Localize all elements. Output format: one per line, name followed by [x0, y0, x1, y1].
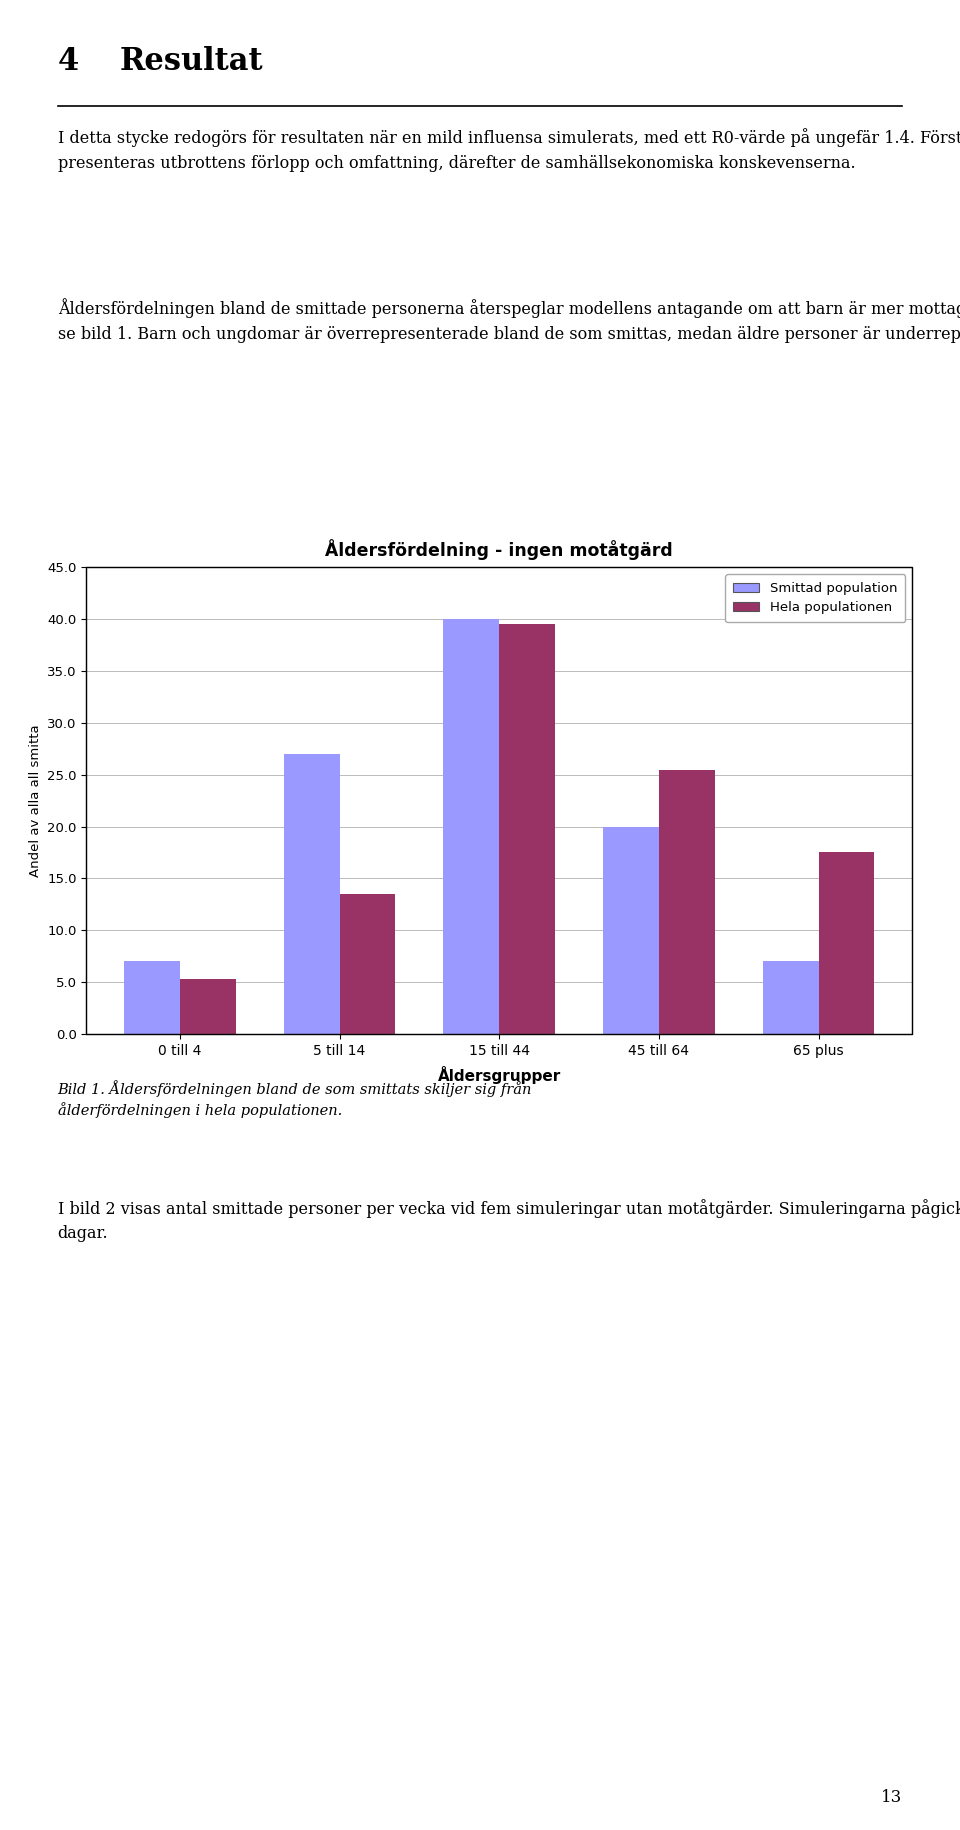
Title: Åldersfördelning - ingen motåtgärd: Åldersfördelning - ingen motåtgärd: [325, 540, 673, 560]
Text: I bild 2 visas antal smittade personer per vecka vid fem simuleringar utan motåt: I bild 2 visas antal smittade personer p…: [58, 1199, 960, 1243]
X-axis label: Åldersgrupper: Åldersgrupper: [438, 1067, 561, 1083]
Bar: [762, 961, 819, 1034]
Text: Åldersfördelningen bland de smittade personerna återspeglar modellens antagande : Åldersfördelningen bland de smittade per…: [58, 298, 960, 342]
Bar: [819, 853, 875, 1034]
Legend: Smittad population, Hela populationen: Smittad population, Hela populationen: [725, 575, 905, 622]
Bar: [603, 827, 659, 1034]
Bar: [499, 624, 555, 1034]
Y-axis label: Andel av alla all smitta: Andel av alla all smitta: [29, 725, 41, 877]
Bar: [340, 895, 396, 1034]
Text: I detta stycke redogörs för resultaten när en mild influensa simulerats, med ett: I detta stycke redogörs för resultaten n…: [58, 128, 960, 172]
Text: 4: 4: [58, 46, 79, 77]
Bar: [659, 770, 715, 1034]
Text: 13: 13: [881, 1790, 902, 1806]
Bar: [180, 979, 236, 1034]
Bar: [124, 961, 180, 1034]
Text: Bild 1. Åldersfördelningen bland de som smittats skiljer sig från
ålderfördelnin: Bild 1. Åldersfördelningen bland de som …: [58, 1080, 532, 1118]
Text: Resultat: Resultat: [120, 46, 264, 77]
Bar: [444, 619, 499, 1034]
Bar: [283, 754, 340, 1034]
